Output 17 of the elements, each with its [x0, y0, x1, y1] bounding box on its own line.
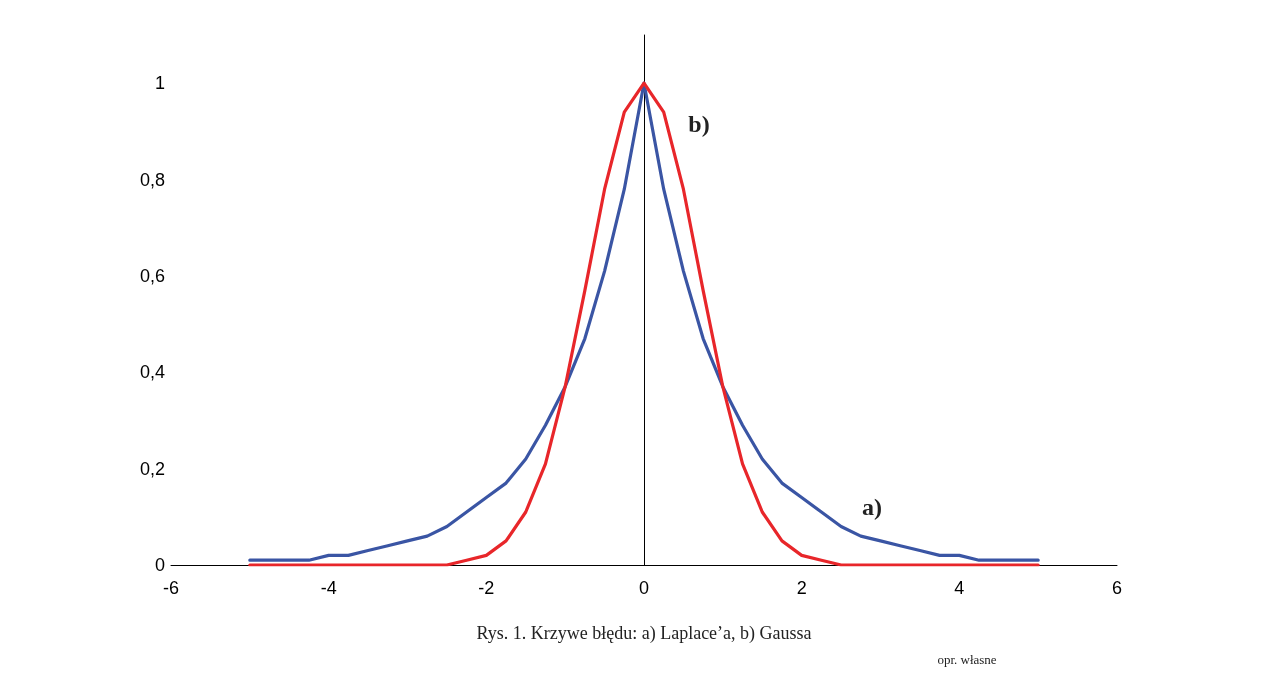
annotation: a) — [862, 494, 882, 520]
x-tick-label: -2 — [478, 578, 495, 598]
y-tick-label: 0,4 — [139, 362, 165, 383]
y-tick-label: 0 — [154, 555, 165, 575]
annotation: b) — [688, 111, 710, 137]
y-tick-label: 1 — [154, 73, 165, 94]
x-tick-label: -4 — [320, 578, 337, 598]
text: opr. własne — [937, 651, 997, 667]
x-tick-label: 0 — [638, 578, 650, 598]
text: Rys. 1. Krzywe błędu: a) Laplace’a, b) Gaussa — [476, 623, 812, 644]
y-tick-label: 0,6 — [139, 265, 165, 286]
y-tick-label: 0,2 — [139, 458, 165, 479]
y-tick-label: 0,8 — [139, 169, 165, 190]
x-tick-label: 6 — [1111, 578, 1123, 598]
x-tick-label: -6 — [162, 578, 180, 598]
x-tick-label: 4 — [954, 578, 965, 598]
x-tick-label: 2 — [796, 578, 807, 598]
